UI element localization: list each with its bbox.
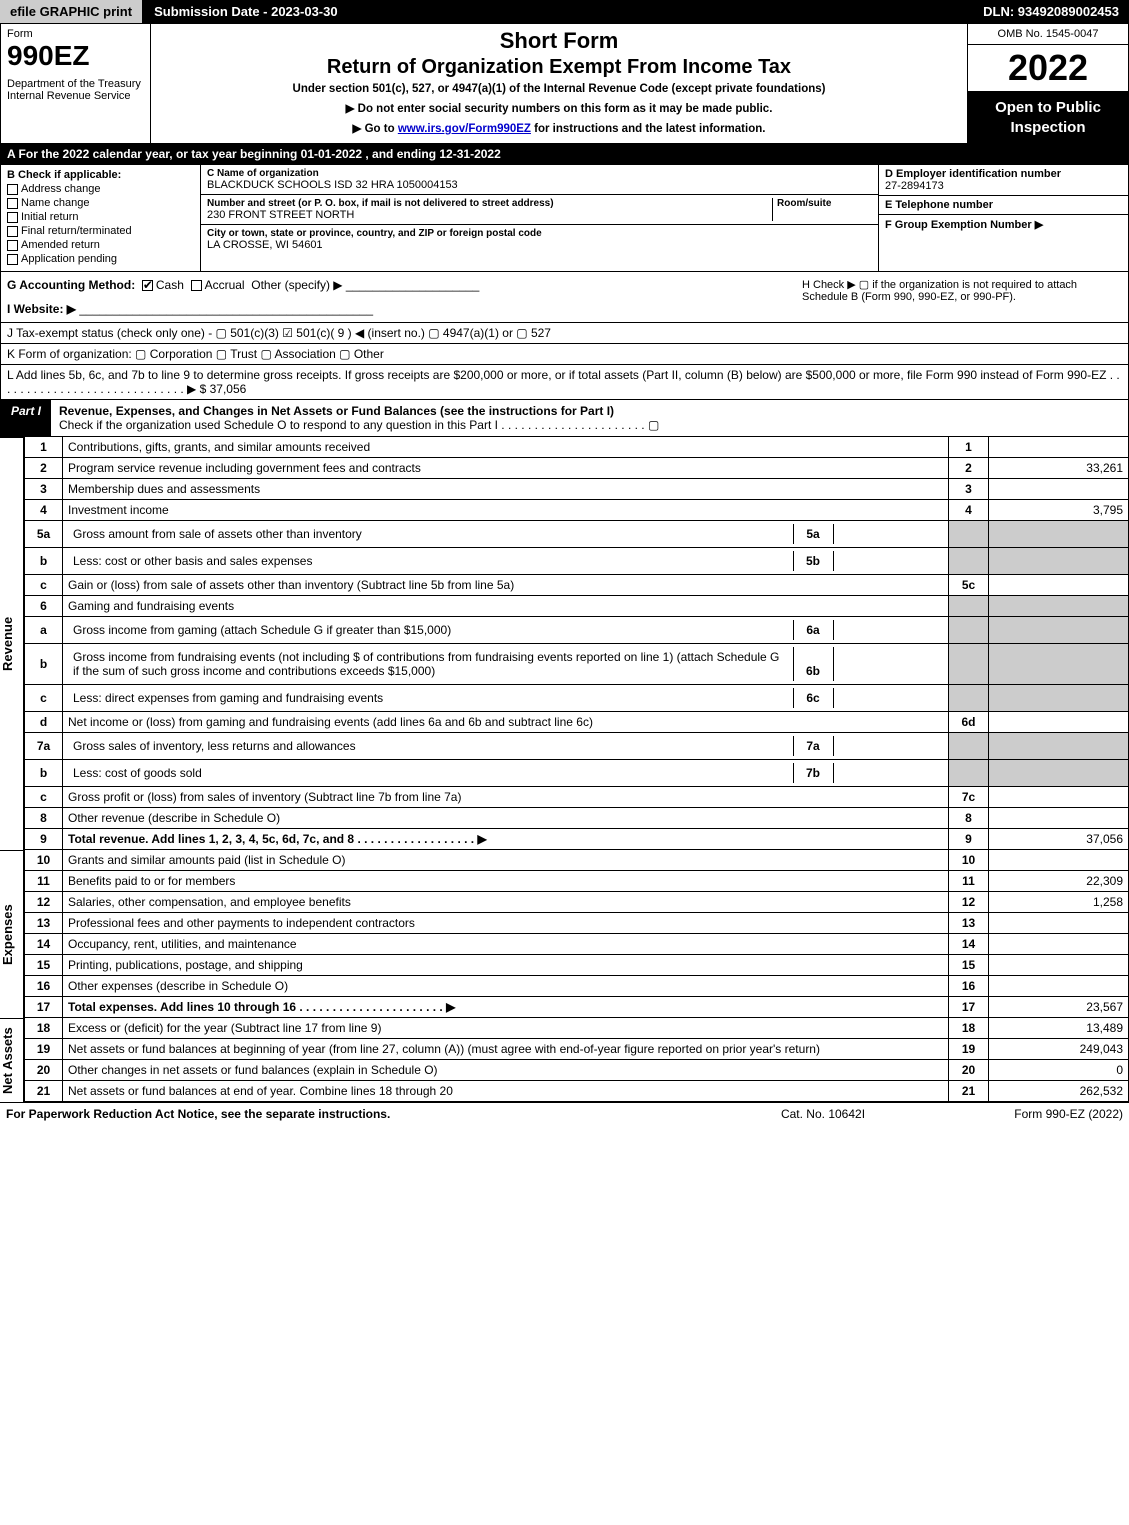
table-row: 14Occupancy, rent, utilities, and mainte…: [25, 934, 1129, 955]
chk-address-change[interactable]: Address change: [7, 183, 194, 195]
col-def: D Employer identification number 27-2894…: [878, 165, 1128, 271]
col-c: C Name of organization BLACKDUCK SCHOOLS…: [201, 165, 878, 271]
submission-date: Submission Date - 2023-03-30: [144, 0, 348, 23]
title-return: Return of Organization Exempt From Incom…: [157, 56, 961, 79]
table-row: 6Gaming and fundraising events: [25, 596, 1129, 617]
netassets-section: Net Assets 18Excess or (deficit) for the…: [0, 1018, 1129, 1102]
topbar: efile GRAPHIC print Submission Date - 20…: [0, 0, 1129, 23]
part1-tab: Part I: [1, 400, 51, 436]
c-street-label: Number and street (or P. O. box, if mail…: [207, 198, 772, 209]
chk-accrual[interactable]: [191, 280, 202, 291]
revenue-label: Revenue: [0, 437, 24, 850]
table-row: cGain or (loss) from sale of assets othe…: [25, 575, 1129, 596]
chk-amended-return[interactable]: Amended return: [7, 239, 194, 251]
section-gh: G Accounting Method: Cash Accrual Other …: [0, 272, 1129, 323]
c-name-label: C Name of organization: [207, 168, 872, 179]
table-row: bLess: cost of goods sold7b: [25, 760, 1129, 787]
table-row: 20Other changes in net assets or fund ba…: [25, 1060, 1129, 1081]
chk-cash[interactable]: [142, 280, 153, 291]
open-to-public: Open to Public Inspection: [968, 92, 1128, 143]
table-row: aGross income from gaming (attach Schedu…: [25, 617, 1129, 644]
table-row: 1Contributions, gifts, grants, and simil…: [25, 437, 1129, 458]
table-row: 7aGross sales of inventory, less returns…: [25, 733, 1129, 760]
c-city-label: City or town, state or province, country…: [207, 228, 872, 239]
b-header: B Check if applicable:: [7, 169, 194, 181]
irs-link[interactable]: www.irs.gov/Form990EZ: [398, 123, 531, 135]
f-label: F Group Exemption Number ▶: [885, 218, 1122, 231]
title-shortform: Short Form: [157, 28, 961, 54]
table-row: 21Net assets or fund balances at end of …: [25, 1081, 1129, 1102]
part1-check: Check if the organization used Schedule …: [59, 418, 1120, 432]
goto-pre: ▶ Go to: [353, 123, 398, 135]
room-label: Room/suite: [777, 198, 872, 209]
footer-left: For Paperwork Reduction Act Notice, see …: [6, 1107, 723, 1121]
efile-print-button[interactable]: efile GRAPHIC print: [0, 0, 144, 23]
i-website: I Website: ▶: [7, 302, 76, 316]
d-label: D Employer identification number: [885, 168, 1122, 180]
tax-year: 2022: [968, 45, 1128, 92]
g-cash: Cash: [156, 278, 184, 292]
chk-initial-return[interactable]: Initial return: [7, 211, 194, 223]
h-text: H Check ▶ ▢ if the organization is not r…: [802, 278, 1122, 316]
table-row: 2Program service revenue including gover…: [25, 458, 1129, 479]
table-row: 13Professional fees and other payments t…: [25, 913, 1129, 934]
part1-header: Part I Revenue, Expenses, and Changes in…: [0, 400, 1129, 437]
table-row: 5aGross amount from sale of assets other…: [25, 521, 1129, 548]
dept-treasury: Department of the Treasury Internal Reve…: [7, 78, 144, 102]
ssn-warning: ▶ Do not enter social security numbers o…: [157, 101, 961, 115]
table-row: 18Excess or (deficit) for the year (Subt…: [25, 1018, 1129, 1039]
ein: 27-2894173: [885, 180, 1122, 192]
g-label: G Accounting Method:: [7, 278, 135, 292]
revenue-section: Revenue 1Contributions, gifts, grants, a…: [0, 437, 1129, 850]
table-row: 11Benefits paid to or for members1122,30…: [25, 871, 1129, 892]
footer-formref: Form 990-EZ (2022): [923, 1107, 1123, 1121]
table-row: bLess: cost or other basis and sales exp…: [25, 548, 1129, 575]
omb-number: OMB No. 1545-0047: [968, 24, 1128, 45]
section-bcdef: B Check if applicable: Address change Na…: [0, 165, 1129, 272]
table-row: 15Printing, publications, postage, and s…: [25, 955, 1129, 976]
table-row: 3Membership dues and assessments3: [25, 479, 1129, 500]
table-row: 16Other expenses (describe in Schedule O…: [25, 976, 1129, 997]
form-word: Form: [7, 28, 144, 40]
table-row: 4Investment income43,795: [25, 500, 1129, 521]
line-a: A For the 2022 calendar year, or tax yea…: [0, 144, 1129, 165]
g-other: Other (specify) ▶: [251, 278, 342, 292]
form-header: Form 990EZ Department of the Treasury In…: [0, 23, 1129, 144]
line-j: J Tax-exempt status (check only one) - ▢…: [0, 323, 1129, 344]
g-accrual: Accrual: [205, 278, 245, 292]
footer-catno: Cat. No. 10642I: [723, 1107, 923, 1121]
chk-final-return[interactable]: Final return/terminated: [7, 225, 194, 237]
line-k: K Form of organization: ▢ Corporation ▢ …: [0, 344, 1129, 365]
col-b: B Check if applicable: Address change Na…: [1, 165, 201, 271]
netassets-label: Net Assets: [0, 1018, 24, 1102]
org-name: BLACKDUCK SCHOOLS ISD 32 HRA 1050004153: [207, 179, 872, 191]
table-row: cGross profit or (loss) from sales of in…: [25, 787, 1129, 808]
table-row: dNet income or (loss) from gaming and fu…: [25, 712, 1129, 733]
table-row: 12Salaries, other compensation, and empl…: [25, 892, 1129, 913]
org-street: 230 FRONT STREET NORTH: [207, 209, 772, 221]
form-number: 990EZ: [7, 40, 144, 72]
table-row: 19Net assets or fund balances at beginni…: [25, 1039, 1129, 1060]
org-city: LA CROSSE, WI 54601: [207, 239, 872, 251]
subtitle: Under section 501(c), 527, or 4947(a)(1)…: [157, 83, 961, 95]
e-label: E Telephone number: [885, 199, 1122, 211]
expenses-label: Expenses: [0, 850, 24, 1018]
table-row: 8Other revenue (describe in Schedule O)8: [25, 808, 1129, 829]
table-row: 9Total revenue. Add lines 1, 2, 3, 4, 5c…: [25, 829, 1129, 850]
line-l: L Add lines 5b, 6c, and 7b to line 9 to …: [0, 365, 1129, 400]
table-row: 17Total expenses. Add lines 10 through 1…: [25, 997, 1129, 1018]
chk-application-pending[interactable]: Application pending: [7, 253, 194, 265]
footer: For Paperwork Reduction Act Notice, see …: [0, 1102, 1129, 1125]
table-row: 10Grants and similar amounts paid (list …: [25, 850, 1129, 871]
part1-title: Revenue, Expenses, and Changes in Net As…: [59, 404, 1120, 418]
goto-post: for instructions and the latest informat…: [531, 123, 766, 135]
expenses-section: Expenses 10Grants and similar amounts pa…: [0, 850, 1129, 1018]
table-row: cLess: direct expenses from gaming and f…: [25, 685, 1129, 712]
goto-line: ▶ Go to www.irs.gov/Form990EZ for instru…: [157, 121, 961, 135]
chk-name-change[interactable]: Name change: [7, 197, 194, 209]
dln: DLN: 93492089002453: [973, 0, 1129, 23]
table-row: bGross income from fundraising events (n…: [25, 644, 1129, 685]
